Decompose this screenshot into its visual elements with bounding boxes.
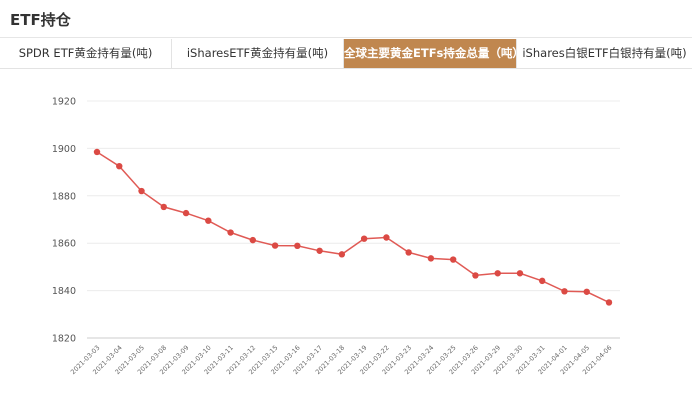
x-axis: 2021-03-032021-03-042021-03-052021-03-08… [69, 344, 613, 376]
y-tick-label: 1880 [52, 191, 76, 202]
tab-spdr-gold[interactable]: SPDR ETF黄金持有量(吨) [0, 39, 172, 68]
data-point[interactable] [182, 209, 190, 217]
y-tick-label: 1860 [52, 239, 76, 250]
y-tick-label: 1900 [52, 144, 76, 155]
data-point[interactable] [271, 242, 279, 249]
data-point[interactable] [316, 247, 323, 254]
data-point[interactable] [472, 272, 479, 279]
data-point[interactable] [516, 270, 524, 277]
data-point[interactable] [449, 256, 457, 263]
y-tick-label: 1920 [52, 97, 76, 108]
data-point[interactable] [160, 203, 167, 211]
chart-container: 1820 1840 1860 1880 1900 1920 2021-03-03 2021-… [0, 70, 692, 402]
data-point[interactable] [494, 270, 501, 277]
data-point[interactable] [227, 229, 234, 236]
tab-ishares-gold[interactable]: iSharesETF黄金持有量(吨) [172, 39, 344, 68]
data-point[interactable] [338, 251, 346, 258]
page-title: ETF持仓 [10, 11, 71, 29]
tab-ishares-silver[interactable]: iShares白银ETF白银持有量(吨) [522, 46, 687, 60]
data-point[interactable] [294, 242, 301, 250]
data-point[interactable] [539, 277, 546, 285]
data-point[interactable] [405, 249, 412, 256]
data-point[interactable] [360, 235, 368, 242]
y-tick-label: 1840 [52, 286, 76, 297]
tab-global-gold-etfs[interactable]: 全球主要黄金ETFs持金总量（吨） [344, 39, 517, 68]
data-point[interactable] [116, 162, 123, 170]
line-chart: 1820 1840 1860 1880 1900 1920 2021-03-032021-… [52, 97, 620, 376]
data-point[interactable] [561, 288, 568, 295]
data-point[interactable] [249, 236, 257, 244]
gridlines [87, 100, 620, 339]
y-axis: 1820 1840 1860 1880 1900 1920 [52, 97, 76, 345]
data-point[interactable] [205, 217, 212, 224]
series-line [96, 151, 610, 304]
y-tick-label: 1820 [52, 334, 76, 345]
data-point[interactable] [383, 234, 390, 241]
data-point[interactable] [583, 288, 590, 295]
tab-bar: SPDR ETF黄金持有量(吨) iSharesETF黄金持有量(吨) 全球主要… [0, 39, 692, 69]
series [93, 148, 613, 306]
data-point[interactable] [93, 148, 101, 156]
header-bar: ETF持仓 [0, 0, 692, 38]
data-point[interactable] [427, 255, 435, 262]
data-point[interactable] [138, 187, 145, 195]
data-point[interactable] [605, 299, 613, 306]
